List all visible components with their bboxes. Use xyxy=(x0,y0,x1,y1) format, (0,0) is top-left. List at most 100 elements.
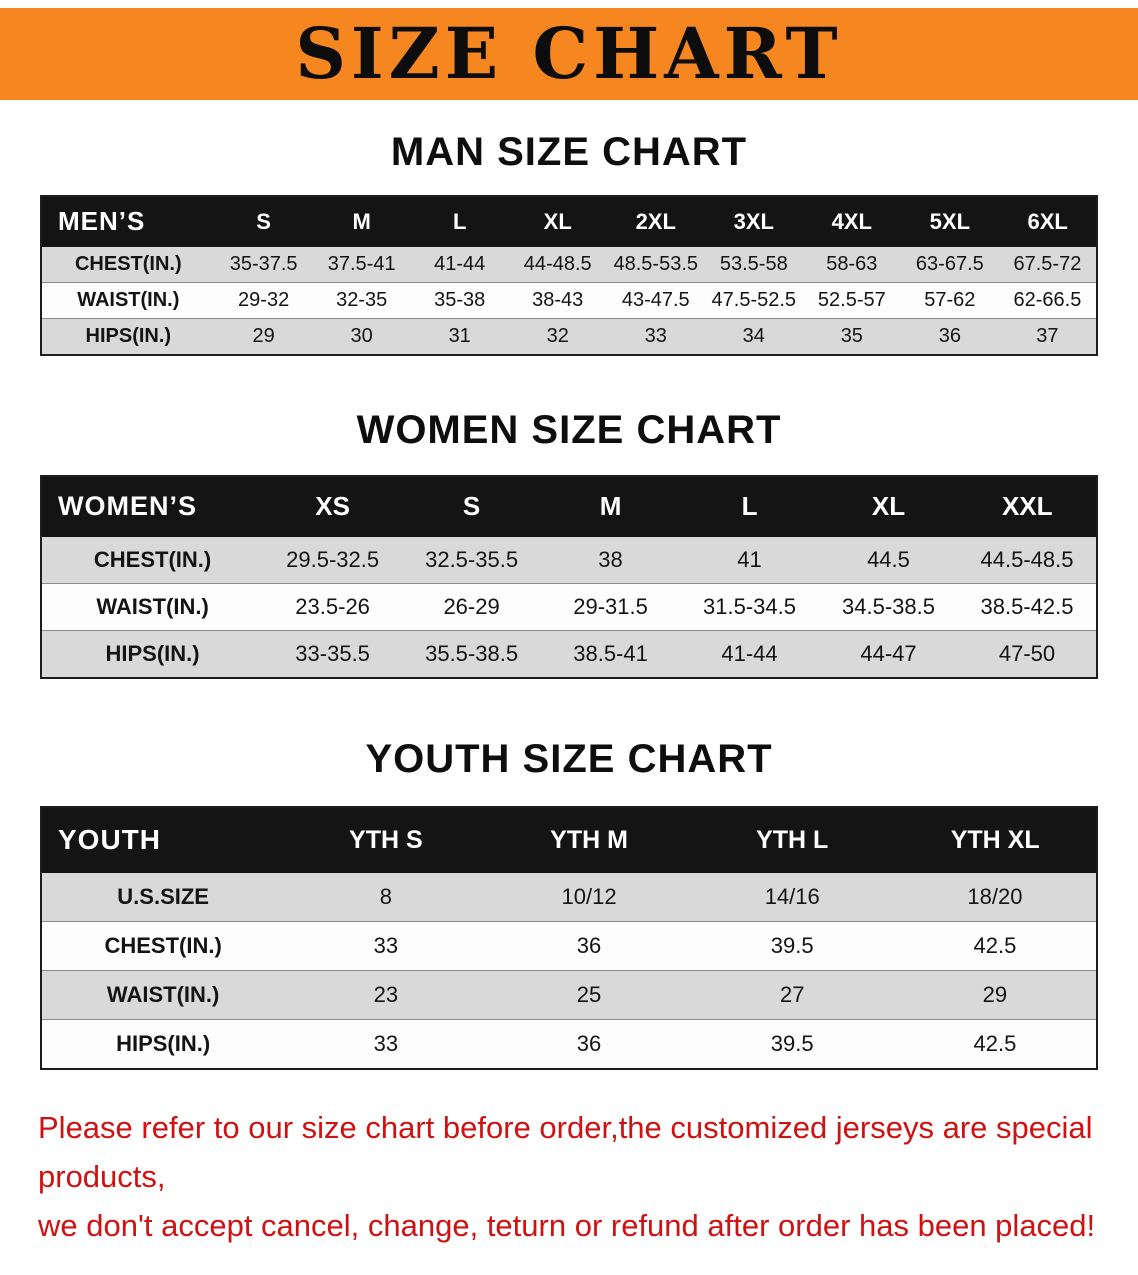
cell-value: 35.5-38.5 xyxy=(402,630,542,678)
table-corner-label: YOUTH xyxy=(40,806,285,873)
row-label: U.S.SIZE xyxy=(41,872,285,922)
cell-value: 41-44 xyxy=(410,246,509,283)
size-column-header: 6XL xyxy=(998,195,1098,247)
cell-value: 31 xyxy=(410,318,509,355)
cell-value: 29 xyxy=(214,318,313,355)
cell-value: 35-38 xyxy=(410,282,509,319)
cell-value: 23 xyxy=(284,970,488,1020)
cell-value: 35 xyxy=(802,318,901,355)
cell-value: 38.5-41 xyxy=(541,630,681,678)
size-column-header: YTH L xyxy=(690,806,895,873)
table-row: CHEST(IN.) 35-37.5 37.5-41 41-44 44-48.5 48.5… xyxy=(41,246,1097,283)
cell-value: 32-35 xyxy=(312,282,411,319)
footer-line-2: we don't accept cancel, change, teturn o… xyxy=(38,1207,1096,1243)
size-column-header: M xyxy=(540,475,681,537)
cell-value: 44-48.5 xyxy=(508,246,607,283)
cell-value: 62-66.5 xyxy=(998,282,1097,319)
row-label: WAIST(IN.) xyxy=(41,282,215,319)
cell-value: 29.5-32.5 xyxy=(263,536,403,584)
cell-value: 33 xyxy=(284,921,488,971)
youth-size-table: YOUTH YTH S YTH M YTH L YTH XL U.S.SIZE 8 10/12… xyxy=(40,806,1098,1070)
cell-value: 43-47.5 xyxy=(606,282,705,319)
cell-value: 29 xyxy=(893,970,1097,1020)
cell-value: 53.5-58 xyxy=(704,246,803,283)
row-label: WAIST(IN.) xyxy=(41,970,285,1020)
size-column-header: 2XL xyxy=(606,195,706,247)
cell-value: 44-47 xyxy=(819,630,958,678)
cell-value: 47-50 xyxy=(957,630,1097,678)
cell-value: 44.5-48.5 xyxy=(957,536,1097,584)
cell-value: 31.5-34.5 xyxy=(680,583,819,631)
table-row: WAIST(IN.) 23.5-26 26-29 29-31.5 31.5-34.5 34… xyxy=(41,583,1097,631)
cell-value: 38.5-42.5 xyxy=(957,583,1097,631)
cell-value: 36 xyxy=(900,318,999,355)
size-chart-page: SIZE CHART MAN SIZE CHART MEN’S S M L XL 2XL 3… xyxy=(0,8,1138,1251)
size-column-header: XS xyxy=(262,475,403,537)
cell-value: 47.5-52.5 xyxy=(704,282,803,319)
size-column-header: 4XL xyxy=(802,195,902,247)
cell-value: 36 xyxy=(487,1019,691,1069)
cell-value: 10/12 xyxy=(487,872,691,922)
cell-value: 42.5 xyxy=(893,1019,1097,1069)
cell-value: 58-63 xyxy=(802,246,901,283)
size-column-header: S xyxy=(401,475,542,537)
men-section-title: MAN SIZE CHART xyxy=(390,130,748,174)
cell-value: 29-32 xyxy=(214,282,313,319)
size-column-header: L xyxy=(679,475,820,537)
page-title: SIZE CHART xyxy=(295,12,843,95)
cell-value: 23.5-26 xyxy=(263,583,403,631)
cell-value: 33 xyxy=(284,1019,488,1069)
footer-disclaimer: Please refer to our size chart before or… xyxy=(38,1104,1106,1251)
cell-value: 37.5-41 xyxy=(312,246,411,283)
size-column-header: 5XL xyxy=(900,195,1000,247)
cell-value: 35-37.5 xyxy=(214,246,313,283)
table-row: HIPS(IN.) 33-35.5 35.5-38.5 38.5-41 41-44 44-… xyxy=(41,630,1097,678)
table-header-row: WOMEN’S XS S M L XL XXL xyxy=(40,475,1098,537)
cell-value: 25 xyxy=(487,970,691,1020)
size-column-header: L xyxy=(410,195,510,247)
size-column-header: XL xyxy=(508,195,608,247)
cell-value: 33-35.5 xyxy=(263,630,403,678)
row-label: HIPS(IN.) xyxy=(41,1019,285,1069)
size-column-header: YTH M xyxy=(486,806,692,873)
cell-value: 18/20 xyxy=(893,872,1097,922)
cell-value: 42.5 xyxy=(893,921,1097,971)
cell-value: 14/16 xyxy=(690,872,894,922)
men-size-table: MEN’S S M L XL 2XL 3XL 4XL 5XL 6XL CHEST(IN.) 35-37… xyxy=(40,195,1098,356)
size-column-header: 3XL xyxy=(704,195,804,247)
cell-value: 36 xyxy=(487,921,691,971)
cell-value: 67.5-72 xyxy=(998,246,1097,283)
cell-value: 44.5 xyxy=(819,536,958,584)
cell-value: 32 xyxy=(508,318,607,355)
table-row: WAIST(IN.) 29-32 32-35 35-38 38-43 43-47.5 47.… xyxy=(41,282,1097,319)
cell-value: 29-31.5 xyxy=(541,583,681,631)
table-row: CHEST(IN.) 33 36 39.5 42.5 xyxy=(41,921,1097,971)
women-section-title: WOMEN SIZE CHART xyxy=(356,408,782,452)
table-row: U.S.SIZE 8 10/12 14/16 18/20 xyxy=(41,872,1097,922)
row-label: CHEST(IN.) xyxy=(41,921,285,971)
row-label: HIPS(IN.) xyxy=(41,318,215,355)
size-column-header: S xyxy=(214,195,314,247)
youth-section-title: YOUTH SIZE CHART xyxy=(365,737,773,781)
footer-line-1: Please refer to our size chart before or… xyxy=(38,1110,1093,1194)
row-label: CHEST(IN.) xyxy=(41,536,264,584)
cell-value: 48.5-53.5 xyxy=(606,246,705,283)
size-column-header: XXL xyxy=(957,475,1098,537)
cell-value: 32.5-35.5 xyxy=(402,536,542,584)
row-label: CHEST(IN.) xyxy=(41,246,215,283)
cell-value: 63-67.5 xyxy=(900,246,999,283)
cell-value: 26-29 xyxy=(402,583,542,631)
size-column-header: XL xyxy=(818,475,959,537)
size-chart-banner: SIZE CHART xyxy=(0,8,1138,100)
cell-value: 38 xyxy=(541,536,681,584)
cell-value: 41 xyxy=(680,536,819,584)
table-header-row: MEN’S S M L XL 2XL 3XL 4XL 5XL 6XL xyxy=(40,195,1098,247)
cell-value: 52.5-57 xyxy=(802,282,901,319)
cell-value: 34 xyxy=(704,318,803,355)
table-header-row: YOUTH YTH S YTH M YTH L YTH XL xyxy=(40,806,1098,873)
table-row: HIPS(IN.) 29 30 31 32 33 34 35 36 37 xyxy=(41,318,1097,355)
table-row: WAIST(IN.) 23 25 27 29 xyxy=(41,970,1097,1020)
size-column-header: M xyxy=(312,195,412,247)
cell-value: 30 xyxy=(312,318,411,355)
cell-value: 37 xyxy=(998,318,1097,355)
